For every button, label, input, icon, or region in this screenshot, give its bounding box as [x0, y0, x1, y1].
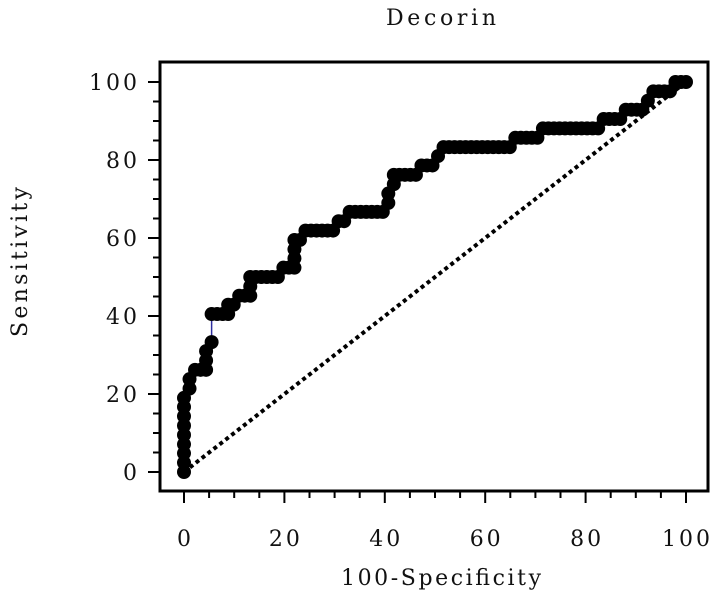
x-tick-label: 0	[177, 527, 194, 552]
x-tick-label: 40	[369, 527, 403, 552]
x-axis-tick-labels: 0 20 40 60 80 100	[177, 527, 713, 552]
chart-title: Decorin	[386, 6, 496, 31]
x-tick-label: 100	[662, 527, 713, 552]
y-axis-tick-labels: 0 20 40 60 80 100	[89, 71, 140, 486]
y-tick-label: 0	[123, 461, 140, 486]
x-axis-label: 100-Specificity	[341, 566, 542, 591]
x-tick-label: 20	[269, 527, 303, 552]
y-axis-label: Sensitivity	[8, 186, 33, 337]
y-tick-label: 60	[106, 227, 140, 252]
y-tick-label: 40	[106, 305, 140, 330]
x-axis-ticks	[183, 491, 687, 503]
x-tick-label: 80	[570, 527, 604, 552]
y-tick-label: 100	[89, 71, 140, 96]
y-tick-label: 80	[106, 149, 140, 174]
x-tick-label: 60	[470, 527, 504, 552]
roc-point	[679, 75, 693, 89]
reference-diagonal-line	[182, 80, 688, 474]
y-tick-label: 20	[106, 383, 140, 408]
roc-point	[204, 335, 219, 350]
y-axis-ticks	[148, 81, 160, 473]
roc-curve-points	[177, 75, 693, 479]
